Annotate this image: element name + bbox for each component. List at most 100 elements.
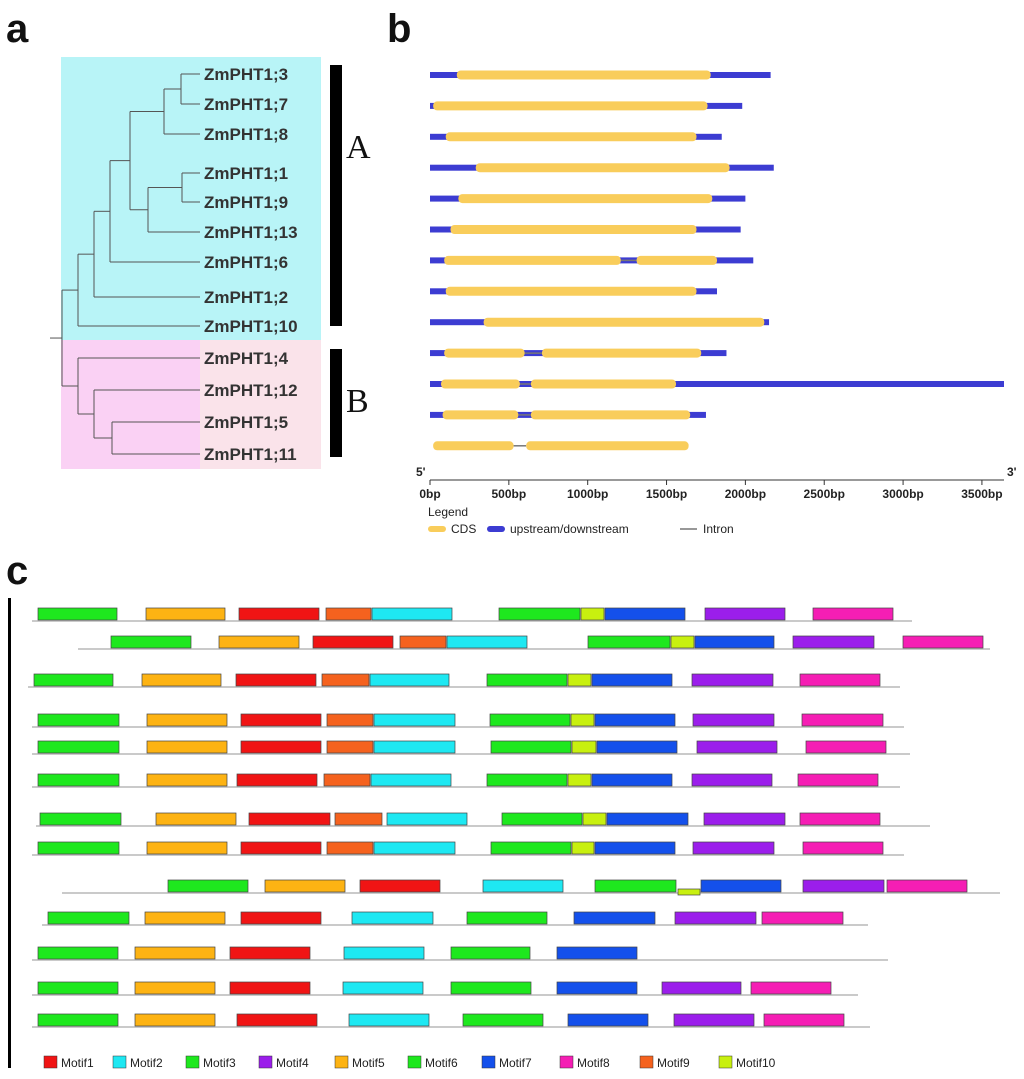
legend-motif-label: Motif9 [657,1056,690,1070]
legend-motif-swatch [481,1055,496,1069]
legend-motif-label: Motif6 [425,1056,458,1070]
motif-rows [28,607,1000,1028]
motif-panel-left-rule [8,598,11,1068]
motif-5-block [141,673,222,687]
motif-8-block [799,812,881,826]
motif-1-block [229,946,311,960]
motif-7-block [591,773,673,787]
legend-motif-label: Motif3 [203,1056,236,1070]
motif-9-block [325,607,372,621]
cds-segment [526,441,689,451]
axis-tick-label: 2500bp [804,487,845,501]
legend-motif-swatch [112,1055,127,1069]
motif-9-block [334,812,383,826]
axis-tick-label: 0bp [419,487,440,501]
cds-segment [441,379,520,389]
motif-8-block [802,841,884,855]
motif-7-block [694,635,775,649]
motif-3-block [47,911,130,925]
motif-2-block [373,740,456,754]
motif-5-block [155,812,237,826]
clade-b-bracket [330,349,342,457]
motif-4-block [802,879,885,893]
legend-motif-label: Motif7 [499,1056,532,1070]
motif-4-block [692,841,775,855]
gene-label: ZmPHT1;12 [204,381,298,400]
gene-label: ZmPHT1;4 [204,349,289,368]
axis-tick-label: 1500bp [646,487,687,501]
motif-4-block [691,773,773,787]
motif-8-block [761,911,844,925]
gene-label: ZmPHT1;7 [204,95,288,114]
motif-6-block [486,773,568,787]
motif-8-block [801,713,884,727]
motif-legend: Motif1 Motif2 Motif3 Motif4 Motif5 Motif6 Moti… [43,1055,776,1070]
motif-4-block [673,1013,755,1027]
motif-1-block [236,773,318,787]
motif-5-block [146,713,228,727]
legend-motif-swatch [43,1055,58,1069]
motif-10-block [571,740,597,754]
motif-4-block [691,673,774,687]
motif-7-block [594,841,676,855]
axis-tick-label: 3000bp [882,487,923,501]
motif-3-block [39,812,122,826]
motif-4-block [661,981,742,995]
cds-segment [445,132,697,142]
motif-7-block [567,1013,649,1027]
motif-3-block [37,713,120,727]
legend-motif-label: Motif5 [352,1056,385,1070]
motif-6-block [450,981,532,995]
motif-9-block [326,740,374,754]
legend-motif-label: Motif4 [276,1056,309,1070]
axis-3-prime: 3' [1007,465,1017,479]
motif-8-block [797,773,879,787]
motif-5-block [145,607,226,621]
motif-2-block [373,841,456,855]
gene-labels: ZmPHT1;3 ZmPHT1;7 ZmPHT1;8 ZmPHT1;1 ZmPHT1;9… [204,65,298,464]
motif-7-block [591,673,673,687]
motif-9-block [326,841,374,855]
motif-4-block [692,713,775,727]
tree-branches [50,73,200,455]
legend-cds-label: CDS [451,522,476,536]
motif-7-block [594,713,676,727]
motif-5-block [146,740,228,754]
motif-6-block [489,713,571,727]
motif-panel: Motif1 Motif2 Motif3 Motif4 Motif5 Motif6 Moti… [8,598,1000,1070]
gene-label: ZmPHT1;9 [204,193,288,212]
motif-2-block [370,773,452,787]
motif-1-block [312,635,394,649]
axis-tick-label: 500bp [492,487,527,501]
axis-5-prime: 5' [416,465,426,479]
legend-motif-label: Motif8 [577,1056,610,1070]
legend-motif-label: Motif10 [736,1056,776,1070]
gene-label: ZmPHT1;8 [204,125,288,144]
motif-6-block [587,635,671,649]
legend-motif-swatch [639,1055,654,1069]
motif-1-block [238,607,320,621]
gene-label: ZmPHT1;10 [204,317,298,336]
phylogenetic-tree-panel: ZmPHT1;3 ZmPHT1;7 ZmPHT1;8 ZmPHT1;1 ZmPHT1;9… [50,57,371,469]
motif-4-block [696,740,778,754]
motif-3-block [37,773,120,787]
panel-c-letter: c [6,549,28,593]
gene-label: ZmPHT1;6 [204,253,288,272]
cds-segment [458,194,713,204]
motif-1-block [236,1013,318,1027]
motif-6-block [486,673,568,687]
legend-intron-label: Intron [703,522,734,536]
cds-segment [530,410,691,420]
motif-1-block [229,981,311,995]
motif-1-block [359,879,441,893]
motif-2-block [348,1013,430,1027]
motif-5-block [146,773,228,787]
motif-8-block [750,981,832,995]
motif-4-block [704,607,786,621]
panel-b-letter: b [387,7,411,51]
motif-1-block [235,673,317,687]
motif-2-block [371,607,453,621]
clade-b-label-background [200,340,321,469]
motif-7-block [604,607,686,621]
motif-5-block [134,981,216,995]
